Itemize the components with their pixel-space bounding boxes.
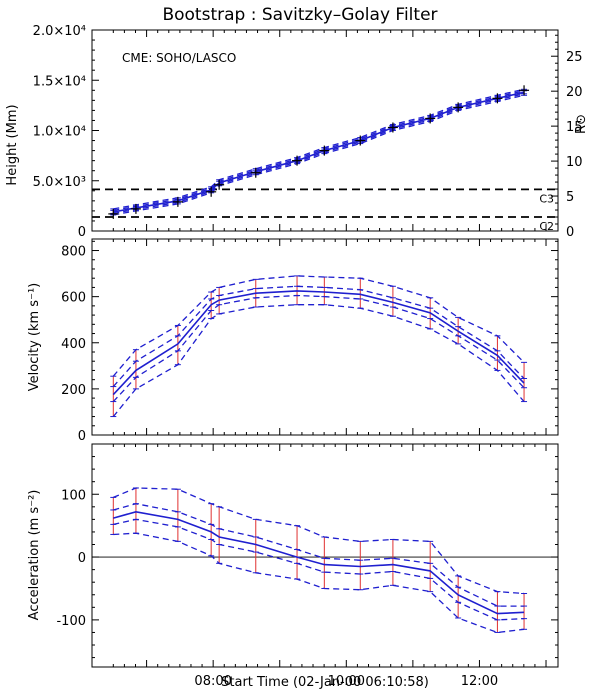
velocity-panel-frame	[91, 238, 559, 436]
height-series-lower-outer	[113, 94, 525, 216]
height-y2-tick-label: 10	[566, 155, 583, 170]
velocity-y-tick-label: 400	[61, 337, 86, 352]
height-y-tick-label: 1.0×10⁴	[33, 125, 86, 140]
velocity-y-tick-label: 800	[61, 245, 86, 260]
height-series-upper-outer	[113, 88, 525, 210]
velocity-y-tick-label: 0	[78, 429, 86, 444]
height-y-tick-label: 5.0×10³	[33, 175, 86, 190]
height-y2-tick-label: 25	[566, 50, 583, 65]
velocity-y-tick-label: 200	[61, 383, 86, 398]
x-axis-label: Start Time (02-Jan-00 06:10:58)	[221, 675, 429, 690]
acceleration-series-lower-outer	[113, 532, 525, 634]
reference-label-c2: C2	[539, 220, 554, 233]
height-y-tick-label: 2.0×10⁴	[33, 24, 86, 39]
acceleration-series-upper-outer	[113, 487, 525, 595]
x-tick-label: 08:00	[194, 674, 231, 689]
acceleration-layer: -100 0 100	[56, 443, 558, 667]
acceleration-series-fit	[113, 510, 525, 615]
acceleration-series-lower-inner	[113, 518, 525, 621]
velocity-series-fit	[112, 290, 525, 396]
velocity-series-upper-inner	[112, 285, 525, 388]
x-tick-label: 10:00	[328, 674, 365, 689]
height-series-lower-inner	[113, 93, 525, 215]
height-series-upper-inner	[113, 90, 525, 212]
acceleration-y-tick-label: 100	[61, 488, 86, 503]
height-y-tick-label: 1.5×10⁴	[33, 74, 86, 89]
height-y2-tick-label: 15	[566, 120, 583, 135]
height-y2-tick-label: 5	[566, 190, 574, 205]
velocity-panel: Velocity (km s⁻¹) 0 200 400 600 800	[27, 238, 559, 444]
velocity-layer: 0 200 400 600 800	[61, 239, 558, 444]
acceleration-y-tick-label: 0	[78, 551, 86, 566]
x-tick-label: 12:00	[461, 674, 498, 689]
height-y-tick-label: 0	[78, 225, 86, 240]
height-y2label: R⊙	[574, 114, 589, 134]
height-layer: 0 5.0×10³ 1.0×10⁴ 1.5×10⁴ 2.0×10⁴ 0 5 10 15 20 25 C…	[33, 24, 583, 240]
chart-title: Bootstrap : Savitzky–Golay Filter	[162, 5, 437, 25]
height-ylabel: Height (Mm)	[5, 104, 20, 185]
acceleration-ylabel: Acceleration (m s⁻²)	[27, 490, 42, 621]
height-y2-tick-label: 0	[566, 225, 574, 240]
velocity-ylabel: Velocity (km s⁻¹)	[27, 283, 42, 391]
height-series-fit	[113, 91, 525, 213]
acceleration-y-tick-label: -100	[56, 614, 86, 629]
velocity-series-lower-outer	[112, 304, 525, 418]
acceleration-panel: Acceleration (m s⁻²) -100 0 100	[27, 443, 559, 668]
velocity-y-tick-label: 600	[61, 291, 86, 306]
height-panel: CME: SOHO/LASCO Height (Mm) R⊙ 0 5.0×10³ 1…	[5, 24, 589, 240]
velocity-series-upper-outer	[112, 275, 525, 377]
height-annotation: CME: SOHO/LASCO	[122, 51, 236, 65]
velocity-series-lower-inner	[112, 294, 525, 403]
x-axis: 08:00 10:00 12:00	[194, 674, 498, 689]
reference-label-c3: C3	[539, 192, 554, 205]
acceleration-series-upper-inner	[113, 503, 524, 607]
acceleration-panel-frame	[91, 443, 559, 668]
height-y2-tick-label: 20	[566, 85, 583, 100]
